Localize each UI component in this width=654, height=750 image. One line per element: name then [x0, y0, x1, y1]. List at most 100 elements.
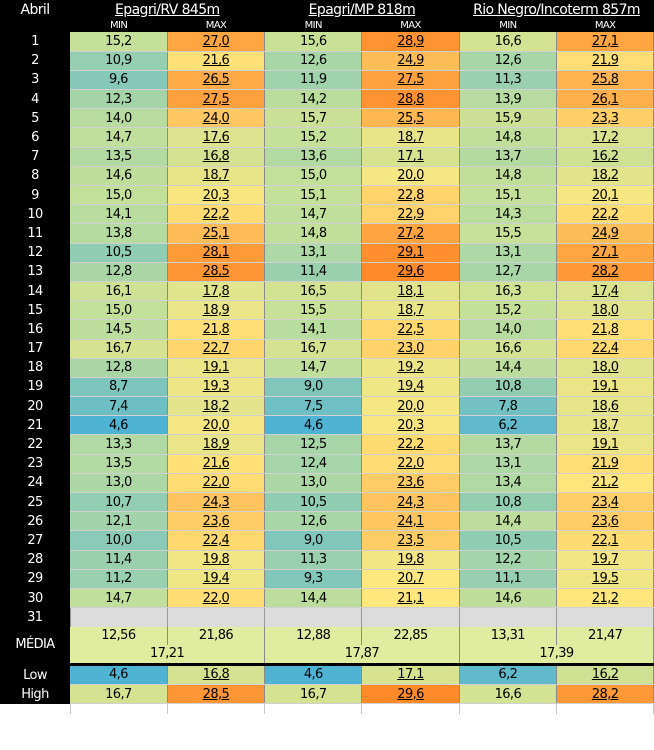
- day-label: 27: [0, 530, 70, 551]
- table-row: 11 13,8 25,1 14,8 27,2 15,5 24,9: [0, 223, 654, 244]
- empty-cell: [264, 607, 363, 627]
- max-value-cell: 17,8: [167, 281, 266, 302]
- table-row: 4 12,3 27,5 14,2 28,8 13,9 26,1: [0, 89, 654, 110]
- max-value-cell: 17,2: [556, 127, 654, 148]
- max-value-cell: 18,6: [556, 396, 654, 417]
- min-value-cell: 13,9: [459, 89, 558, 110]
- min-value-cell: 16,6: [459, 32, 558, 52]
- day-label: 9: [0, 185, 70, 205]
- min-value-cell: 14,7: [264, 204, 363, 225]
- day-label: 17: [0, 339, 70, 359]
- low-row: Low 4,6 16,8 4,6 17,1 6,2 16,2: [0, 665, 654, 686]
- table-row: 21 4,6 20,0 4,6 20,3 6,2 18,7: [0, 415, 654, 436]
- min-value-cell: 12,6: [459, 51, 558, 71]
- max-value-cell: 20,0: [361, 166, 460, 187]
- min-value-cell: 14,0: [70, 108, 168, 129]
- max-value-cell: 18,0: [556, 300, 654, 321]
- min-value-cell: 14,4: [459, 358, 558, 378]
- average-row: MÉDIA 12,56 21,86 12,88 22,85 13,31 21,47: [0, 626, 654, 663]
- day-label: 24: [0, 473, 70, 493]
- min-value-cell: 11,4: [70, 550, 168, 570]
- max-value-cell: 26,1: [556, 89, 654, 110]
- table-row: 23 13,5 21,6 12,4 22,0 13,1 21,9: [0, 454, 654, 474]
- min-value-cell: 13,5: [70, 454, 168, 474]
- table-row: 5 14,0 24,0 15,7 25,5 15,9 23,3: [0, 108, 654, 129]
- min-value-cell: 9,3: [264, 569, 363, 589]
- average-value-cell: 21,86: [167, 626, 266, 645]
- table-row: 27 10,0 22,4 9,0 23,5 10,5 22,1: [0, 530, 654, 551]
- table-row: 30 14,7 22,0 14,4 21,1 14,6 21,2: [0, 588, 654, 609]
- max-value-cell: 18,7: [361, 127, 460, 148]
- min-value-cell: 14,6: [459, 588, 558, 609]
- max-value-cell: 22,4: [556, 339, 654, 359]
- min-value-cell: 10,8: [459, 377, 558, 398]
- min-value-cell: 11,1: [459, 569, 558, 589]
- min-header: MIN: [70, 19, 168, 32]
- max-value-cell: 21,2: [556, 473, 654, 494]
- empty-cell: [167, 607, 266, 627]
- day-label: 14: [0, 281, 70, 301]
- average-value-cell: 13,31: [459, 626, 558, 645]
- min-value-cell: 15,0: [264, 166, 363, 187]
- footer-cell: [459, 703, 558, 714]
- max-value-cell: 27,2: [361, 223, 460, 244]
- max-value-cell: 23,5: [361, 530, 460, 551]
- max-value-cell: 19,4: [167, 569, 266, 589]
- table-row: 8 14,6 18,7 15,0 20,0 14,8 18,2: [0, 166, 654, 187]
- min-value-cell: 4,6: [70, 415, 168, 436]
- table-row: 18 12,8 19,1 14,7 19,2 14,4 18,0: [0, 358, 654, 378]
- min-value-cell: 14,1: [264, 319, 363, 340]
- min-header: MIN: [264, 19, 362, 32]
- table-row: 20 7,4 18,2 7,5 20,0 7,8 18,6: [0, 396, 654, 417]
- high-value-cell: 28,5: [167, 684, 266, 705]
- footer-cell: [70, 703, 168, 714]
- min-value-cell: 4,6: [264, 415, 363, 436]
- min-value-cell: 13,7: [459, 434, 558, 455]
- min-value-cell: 15,0: [70, 300, 168, 321]
- table-row: 17 16,7 22,7 16,7 23,0 16,6 22,4: [0, 339, 654, 359]
- max-value-cell: 23,6: [361, 473, 460, 494]
- max-value-cell: 18,7: [556, 415, 654, 436]
- max-value-cell: 23,6: [167, 511, 266, 532]
- low-label: Low: [0, 665, 70, 685]
- max-value-cell: 25,1: [167, 223, 266, 244]
- footer-cell: [264, 703, 363, 714]
- min-value-cell: 12,1: [70, 511, 168, 532]
- day-label: 3: [0, 70, 70, 90]
- max-value-cell: 22,2: [167, 204, 266, 225]
- min-value-cell: 7,8: [459, 396, 558, 417]
- day-label: 16: [0, 319, 70, 339]
- max-value-cell: 19,2: [361, 358, 460, 378]
- max-value-cell: 27,1: [556, 32, 654, 52]
- min-value-cell: 7,4: [70, 396, 168, 417]
- high-label: High: [0, 684, 70, 704]
- low-value-cell: 6,2: [459, 665, 558, 686]
- table-row: 29 11,2 19,4 9,3 20,7 11,1 19,5: [0, 569, 654, 589]
- max-value-cell: 22,4: [167, 530, 266, 551]
- table-row: 28 11,4 19,8 11,3 19,8 12,2 19,7: [0, 550, 654, 570]
- max-value-cell: 23,4: [556, 492, 654, 513]
- max-value-cell: 18,2: [167, 396, 266, 417]
- average-value-cell: 12,88: [264, 626, 363, 645]
- min-value-cell: 14,1: [70, 204, 168, 225]
- day-label: 22: [0, 434, 70, 455]
- day-label: 2: [0, 51, 70, 71]
- station-average-cell: 17,21: [70, 644, 266, 663]
- max-value-cell: 20,0: [167, 415, 266, 436]
- min-value-cell: 14,2: [264, 89, 363, 110]
- min-value-cell: 14,6: [70, 166, 168, 187]
- low-value-cell: 4,6: [70, 665, 168, 686]
- min-value-cell: 14,4: [264, 588, 363, 609]
- max-header: MAX: [361, 19, 460, 32]
- table-row: 3 9,6 26,5 11,9 27,5 11,3 25,8: [0, 70, 654, 91]
- min-value-cell: 16,6: [459, 339, 558, 359]
- min-value-cell: 11,2: [70, 569, 168, 589]
- min-value-cell: 14,8: [264, 223, 363, 244]
- min-value-cell: 14,7: [70, 588, 168, 609]
- max-value-cell: 18,0: [556, 358, 654, 378]
- max-value-cell: 20,3: [167, 185, 266, 206]
- min-value-cell: 14,8: [459, 166, 558, 187]
- max-value-cell: 20,7: [361, 569, 460, 589]
- min-value-cell: 11,4: [264, 262, 363, 282]
- day-label: 11: [0, 223, 70, 244]
